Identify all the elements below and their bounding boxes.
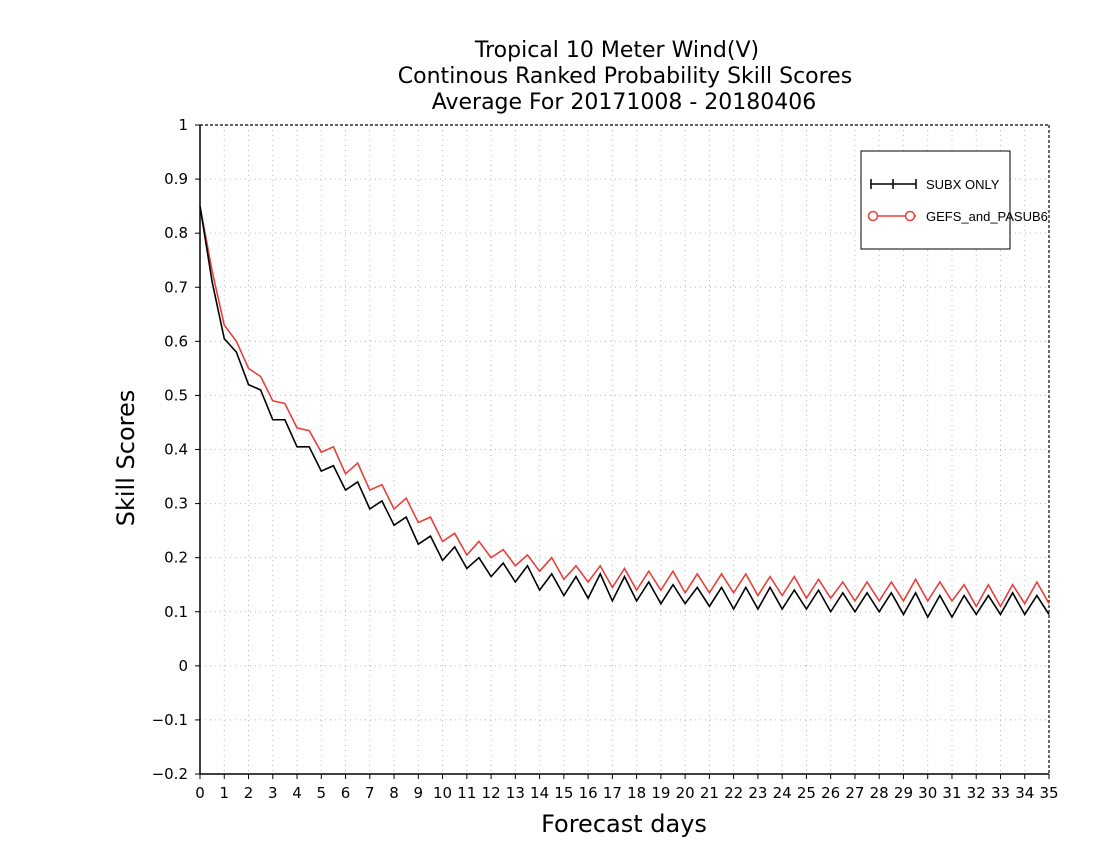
y-axis-label: Skill Scores [112, 390, 140, 527]
grid [200, 125, 1049, 774]
x-tick-label-2: 2 [244, 784, 254, 802]
y-tick-label-6: 0.4 [164, 441, 188, 459]
x-tick-label-26: 26 [821, 784, 840, 802]
x-tick-label-1: 1 [219, 784, 229, 802]
y-tick-label-2: 0 [178, 657, 188, 675]
legend-label-gefs: GEFS_and_PASUB6 [926, 209, 1048, 224]
x-tick-label-7: 7 [365, 784, 375, 802]
x-tick-label-3: 3 [268, 784, 278, 802]
legend-label-subx: SUBX ONLY [926, 177, 1000, 192]
x-tick-label-0: 0 [195, 784, 205, 802]
series-line-subx [199, 205, 1050, 619]
x-tick-label-9: 9 [414, 784, 424, 802]
y-tick-label-5: 0.3 [164, 495, 188, 513]
y-tick-label-12: 1 [178, 116, 188, 134]
legend-marker-gefs-1 [867, 210, 879, 222]
series-line-gefs [199, 205, 1050, 608]
x-tick-label-17: 17 [603, 784, 622, 802]
y-tick-label-8: 0.6 [164, 332, 188, 350]
x-tick-label-12: 12 [482, 784, 501, 802]
y-tick-label-9: 0.7 [164, 278, 188, 296]
x-tick-label-27: 27 [845, 784, 864, 802]
axis-ticks: 0 1 2 3 4 5 6 7 8 9 10 11 12 13 14 15 16 17 18 19 20 21 22 23 24… [152, 116, 1059, 802]
x-tick-label-33: 33 [991, 784, 1010, 802]
y-tick-label-3: 0.1 [164, 603, 188, 621]
x-tick-label-30: 30 [918, 784, 937, 802]
x-tick-label-29: 29 [894, 784, 913, 802]
x-tick-label-31: 31 [942, 784, 961, 802]
y-tick-label-7: 0.5 [164, 386, 188, 404]
x-tick-label-25: 25 [797, 784, 816, 802]
x-tick-label-18: 18 [627, 784, 646, 802]
y-tick-label-1: −0.1 [152, 711, 188, 729]
legend-entry-gefs: GEFS_and_PASUB6 [867, 209, 1048, 224]
x-tick-label-19: 19 [651, 784, 670, 802]
x-tick-label-16: 16 [579, 784, 598, 802]
legend-entry-subx: SUBX ONLY [870, 177, 1000, 192]
x-tick-label-21: 21 [700, 784, 719, 802]
x-tick-label-28: 28 [870, 784, 889, 802]
x-tick-label-22: 22 [724, 784, 743, 802]
x-tick-label-4: 4 [292, 784, 302, 802]
y-tick-label-10: 0.8 [164, 224, 188, 242]
legend: SUBX ONLY GEFS_and_PASUB6 [860, 150, 1048, 250]
chart-title-line-1: Tropical 10 Meter Wind(V) [474, 38, 759, 63]
x-tick-label-15: 15 [554, 784, 573, 802]
x-tick-label-35: 35 [1039, 784, 1058, 802]
x-tick-label-5: 5 [317, 784, 327, 802]
y-tick-label-0: −0.2 [152, 765, 188, 783]
x-tick-label-34: 34 [1015, 784, 1034, 802]
x-tick-label-6: 6 [341, 784, 351, 802]
x-axis-label: Forecast days [541, 810, 707, 838]
legend-marker-gefs-2 [904, 210, 916, 222]
y-tick-label-11: 0.9 [164, 170, 188, 188]
series-layer [199, 205, 1050, 619]
x-tick-label-23: 23 [748, 784, 767, 802]
x-tick-label-11: 11 [457, 784, 476, 802]
x-tick-label-13: 13 [506, 784, 525, 802]
chart-title-line-2: Continous Ranked Probability Skill Score… [398, 64, 852, 89]
x-tick-label-8: 8 [389, 784, 399, 802]
x-tick-label-20: 20 [676, 784, 695, 802]
y-tick-label-4: 0.2 [164, 549, 188, 567]
chart-title-line-3: Average For 20171008 - 20180406 [432, 90, 817, 115]
x-tick-label-14: 14 [530, 784, 549, 802]
legend-box [860, 150, 1011, 250]
x-tick-label-24: 24 [773, 784, 792, 802]
x-tick-label-32: 32 [967, 784, 986, 802]
x-tick-label-10: 10 [433, 784, 452, 802]
